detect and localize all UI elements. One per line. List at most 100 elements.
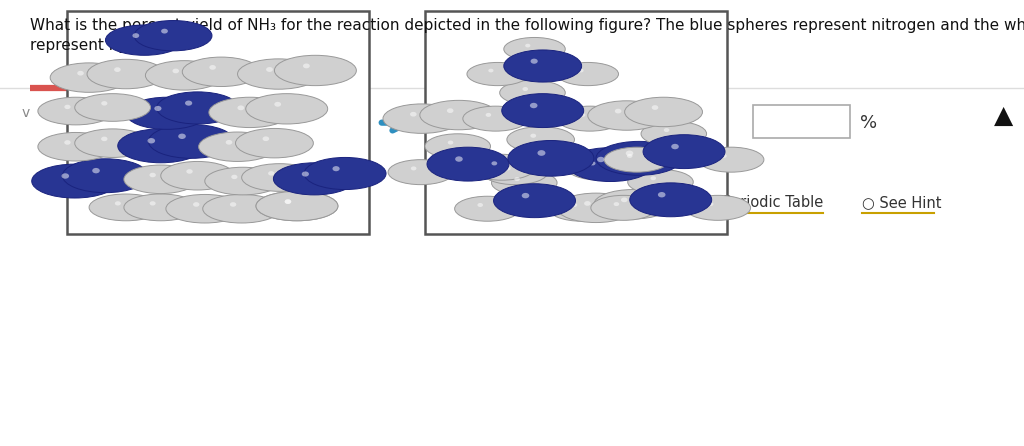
Ellipse shape — [75, 129, 151, 157]
Ellipse shape — [530, 58, 538, 64]
Ellipse shape — [262, 136, 269, 141]
Ellipse shape — [698, 147, 764, 172]
Ellipse shape — [567, 148, 653, 182]
Ellipse shape — [590, 161, 596, 165]
Ellipse shape — [557, 62, 618, 86]
Ellipse shape — [238, 105, 245, 110]
Ellipse shape — [65, 140, 71, 145]
Ellipse shape — [538, 150, 546, 156]
Ellipse shape — [77, 71, 84, 75]
Ellipse shape — [411, 166, 417, 170]
Ellipse shape — [505, 166, 511, 170]
Ellipse shape — [32, 164, 118, 198]
Ellipse shape — [199, 132, 276, 161]
Ellipse shape — [185, 100, 193, 106]
Ellipse shape — [463, 106, 528, 131]
Ellipse shape — [504, 37, 565, 61]
Ellipse shape — [604, 147, 670, 172]
Ellipse shape — [488, 69, 494, 72]
Ellipse shape — [626, 151, 633, 156]
Ellipse shape — [557, 106, 623, 131]
Ellipse shape — [209, 97, 291, 128]
Ellipse shape — [273, 163, 355, 195]
Ellipse shape — [482, 160, 548, 185]
Ellipse shape — [150, 201, 156, 206]
Text: ▊ See Periodic Table: ▊ See Periodic Table — [675, 195, 823, 211]
Ellipse shape — [597, 157, 604, 162]
Bar — [67, 11, 369, 234]
Ellipse shape — [132, 33, 139, 38]
Ellipse shape — [571, 203, 578, 207]
Ellipse shape — [150, 173, 156, 178]
Text: What is the percent yield of NH₃ for the reaction depicted in the following figu: What is the percent yield of NH₃ for the… — [30, 18, 1024, 33]
Ellipse shape — [114, 67, 121, 72]
Ellipse shape — [425, 134, 490, 159]
Ellipse shape — [383, 104, 461, 133]
Ellipse shape — [178, 134, 185, 139]
Ellipse shape — [525, 44, 530, 47]
Ellipse shape — [588, 101, 666, 130]
Ellipse shape — [388, 160, 454, 185]
Ellipse shape — [630, 183, 712, 217]
Ellipse shape — [205, 167, 281, 195]
Ellipse shape — [238, 59, 319, 89]
Ellipse shape — [61, 173, 69, 179]
Ellipse shape — [38, 132, 114, 161]
Ellipse shape — [492, 170, 557, 195]
Ellipse shape — [65, 105, 71, 109]
Ellipse shape — [447, 140, 454, 145]
Ellipse shape — [591, 195, 656, 220]
Ellipse shape — [627, 154, 633, 158]
Ellipse shape — [274, 102, 282, 107]
Ellipse shape — [657, 192, 666, 198]
Ellipse shape — [302, 171, 309, 177]
Ellipse shape — [274, 55, 356, 86]
Ellipse shape — [256, 191, 338, 221]
Ellipse shape — [522, 87, 528, 91]
Ellipse shape — [580, 113, 586, 117]
Ellipse shape — [671, 144, 679, 149]
Ellipse shape — [186, 169, 193, 174]
Ellipse shape — [225, 140, 232, 145]
Ellipse shape — [584, 201, 591, 206]
Ellipse shape — [643, 135, 725, 169]
Ellipse shape — [92, 168, 99, 173]
Ellipse shape — [557, 193, 635, 223]
Ellipse shape — [148, 124, 234, 158]
Ellipse shape — [236, 128, 313, 158]
Ellipse shape — [105, 25, 183, 55]
Ellipse shape — [566, 154, 634, 180]
Ellipse shape — [157, 92, 239, 124]
Text: ▲: ▲ — [994, 104, 1014, 128]
Ellipse shape — [304, 157, 386, 190]
Ellipse shape — [155, 106, 162, 111]
Ellipse shape — [625, 97, 702, 127]
Ellipse shape — [172, 69, 179, 73]
Ellipse shape — [182, 57, 260, 87]
Ellipse shape — [194, 202, 200, 207]
Ellipse shape — [530, 134, 537, 138]
Ellipse shape — [230, 202, 237, 207]
Ellipse shape — [38, 97, 114, 125]
Ellipse shape — [161, 161, 234, 190]
Ellipse shape — [166, 194, 244, 223]
Ellipse shape — [62, 159, 148, 193]
Ellipse shape — [477, 203, 483, 207]
Ellipse shape — [651, 105, 658, 110]
Ellipse shape — [613, 202, 620, 206]
Ellipse shape — [579, 69, 584, 72]
Ellipse shape — [621, 198, 628, 202]
Ellipse shape — [266, 67, 273, 72]
Ellipse shape — [507, 127, 574, 153]
Ellipse shape — [242, 164, 317, 191]
Ellipse shape — [514, 177, 520, 181]
Ellipse shape — [126, 97, 208, 129]
Ellipse shape — [147, 138, 155, 144]
Ellipse shape — [75, 94, 151, 121]
Ellipse shape — [596, 141, 682, 175]
Text: v: v — [22, 106, 31, 120]
Ellipse shape — [410, 112, 417, 116]
Text: %: % — [860, 114, 878, 132]
Ellipse shape — [285, 199, 291, 204]
Ellipse shape — [256, 191, 338, 221]
